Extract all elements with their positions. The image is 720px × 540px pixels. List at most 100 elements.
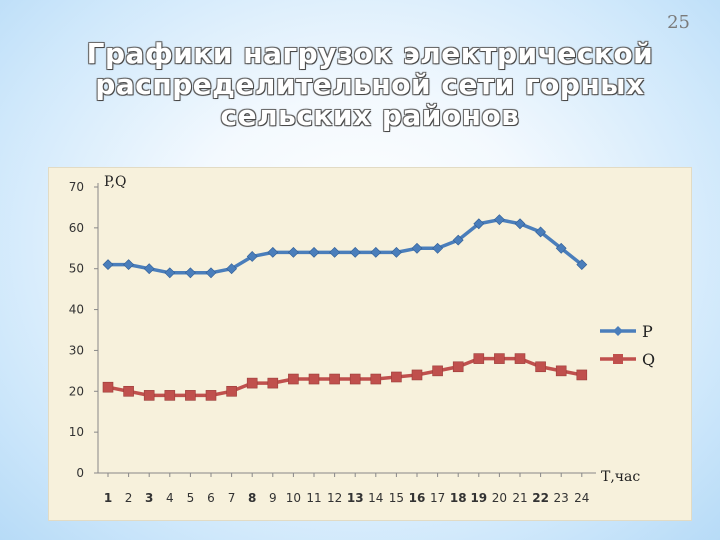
x-tick-label: 23 [554, 491, 569, 505]
series [102, 214, 588, 401]
data-point-Q [411, 369, 423, 381]
data-point-Q [329, 373, 340, 385]
data-point-Q [102, 381, 114, 393]
x-tick-label: 17 [430, 491, 445, 505]
data-point-Q [123, 385, 134, 397]
y-tick-label: 60 [69, 221, 84, 235]
x-tick-label: 13 [347, 491, 364, 505]
x-tick-labels: 1 2 3 4 5 6 7 8 9 10 11 12 13 14 15 16 17 18 19 20 21 22 23 24 [104, 491, 590, 505]
y-tick-label: 40 [69, 303, 84, 317]
data-point-P [143, 263, 155, 275]
data-point-P [370, 246, 382, 258]
data-point-P [102, 259, 114, 271]
x-tick-label: 14 [368, 491, 383, 505]
data-point-P [329, 246, 341, 258]
data-point-Q [185, 390, 196, 401]
x-tick-label: 12 [327, 491, 342, 505]
data-point-P [246, 251, 258, 262]
data-point-Q [349, 373, 361, 385]
data-point-Q [432, 365, 443, 377]
chart-panel [48, 167, 692, 521]
data-point-P [473, 218, 485, 230]
data-point-Q [267, 377, 279, 389]
data-point-Q [164, 390, 176, 401]
x-tick-label: 9 [269, 491, 277, 505]
data-point-P [226, 263, 238, 275]
title-line-2: распределительной сети горных [95, 68, 645, 101]
x-tick-label: 1 [104, 491, 112, 505]
y-tick-label: 20 [69, 384, 84, 398]
x-tick-label: 8 [248, 491, 256, 505]
data-point-Q [555, 365, 567, 377]
data-point-Q [143, 390, 155, 401]
data-point-Q [514, 353, 526, 364]
y-axis-label: P,Q [104, 174, 127, 190]
legend-marker-P [613, 326, 623, 336]
data-point-P [164, 267, 176, 279]
data-point-P [432, 242, 444, 254]
data-point-Q [288, 373, 299, 385]
x-tick-label: 20 [492, 491, 507, 505]
x-axis-label: Т,час [601, 469, 640, 485]
data-point-Q [226, 385, 237, 397]
x-tick-label: 7 [228, 491, 236, 505]
y-tick-labels: 0 10 20 30 40 50 60 70 [69, 180, 84, 480]
x-tick-label: 22 [532, 491, 549, 505]
x-tick-label: 10 [286, 491, 301, 505]
data-point-P [411, 242, 423, 254]
slide-number: 25 [667, 12, 690, 33]
data-point-Q [494, 353, 505, 364]
title-line-1: Графики нагрузок электрической [86, 37, 654, 70]
data-point-P [205, 267, 217, 279]
data-point-P [390, 246, 402, 258]
x-tick-label: 4 [166, 491, 174, 505]
series-Q [102, 353, 588, 401]
x-tick-label: 19 [470, 491, 487, 505]
y-tick-label: 0 [76, 466, 84, 480]
x-tick-label: 16 [409, 491, 426, 505]
data-point-Q [473, 353, 485, 364]
x-tick-label: 11 [306, 491, 321, 505]
axes [94, 183, 596, 477]
series-line-Q [107, 356, 583, 398]
data-point-P [555, 242, 567, 254]
y-tick-label: 30 [69, 343, 84, 357]
data-point-P [452, 234, 464, 246]
x-tick-label: 6 [207, 491, 215, 505]
legend-label-Q: Q [642, 350, 655, 369]
slide-title: Графики нагрузок электрической распредел… [60, 38, 680, 131]
data-point-Q [205, 390, 217, 401]
data-point-P [308, 246, 320, 258]
series-P [102, 214, 588, 279]
data-point-Q [576, 369, 588, 381]
title-line-3: сельских районов [220, 99, 520, 132]
y-tick-label: 10 [69, 425, 84, 439]
x-tick-label: 5 [187, 491, 195, 505]
y-tick-label: 70 [69, 180, 84, 194]
data-point-P [287, 246, 299, 258]
data-point-P [576, 259, 588, 271]
data-point-Q [370, 373, 382, 385]
data-point-P [514, 218, 526, 230]
data-point-Q [452, 361, 464, 373]
y-tick-label: 50 [69, 262, 84, 276]
legend-label-P: P [642, 322, 653, 341]
data-point-P [349, 246, 361, 258]
x-tick-label: 24 [574, 491, 589, 505]
series-line-P [108, 217, 583, 275]
data-point-Q [308, 373, 320, 385]
data-point-P [267, 246, 279, 258]
data-point-Q [535, 361, 546, 373]
x-tick-label: 2 [125, 491, 133, 505]
data-point-Q [246, 377, 258, 389]
x-tick-label: 15 [389, 491, 404, 505]
legend: PQ [600, 322, 655, 369]
data-point-P [535, 226, 547, 238]
legend-marker-Q [613, 354, 623, 364]
data-point-P [493, 214, 505, 226]
x-tick-label: 18 [450, 491, 467, 505]
data-point-P [184, 267, 196, 279]
data-point-Q [391, 371, 402, 383]
x-tick-label: 3 [145, 491, 153, 505]
